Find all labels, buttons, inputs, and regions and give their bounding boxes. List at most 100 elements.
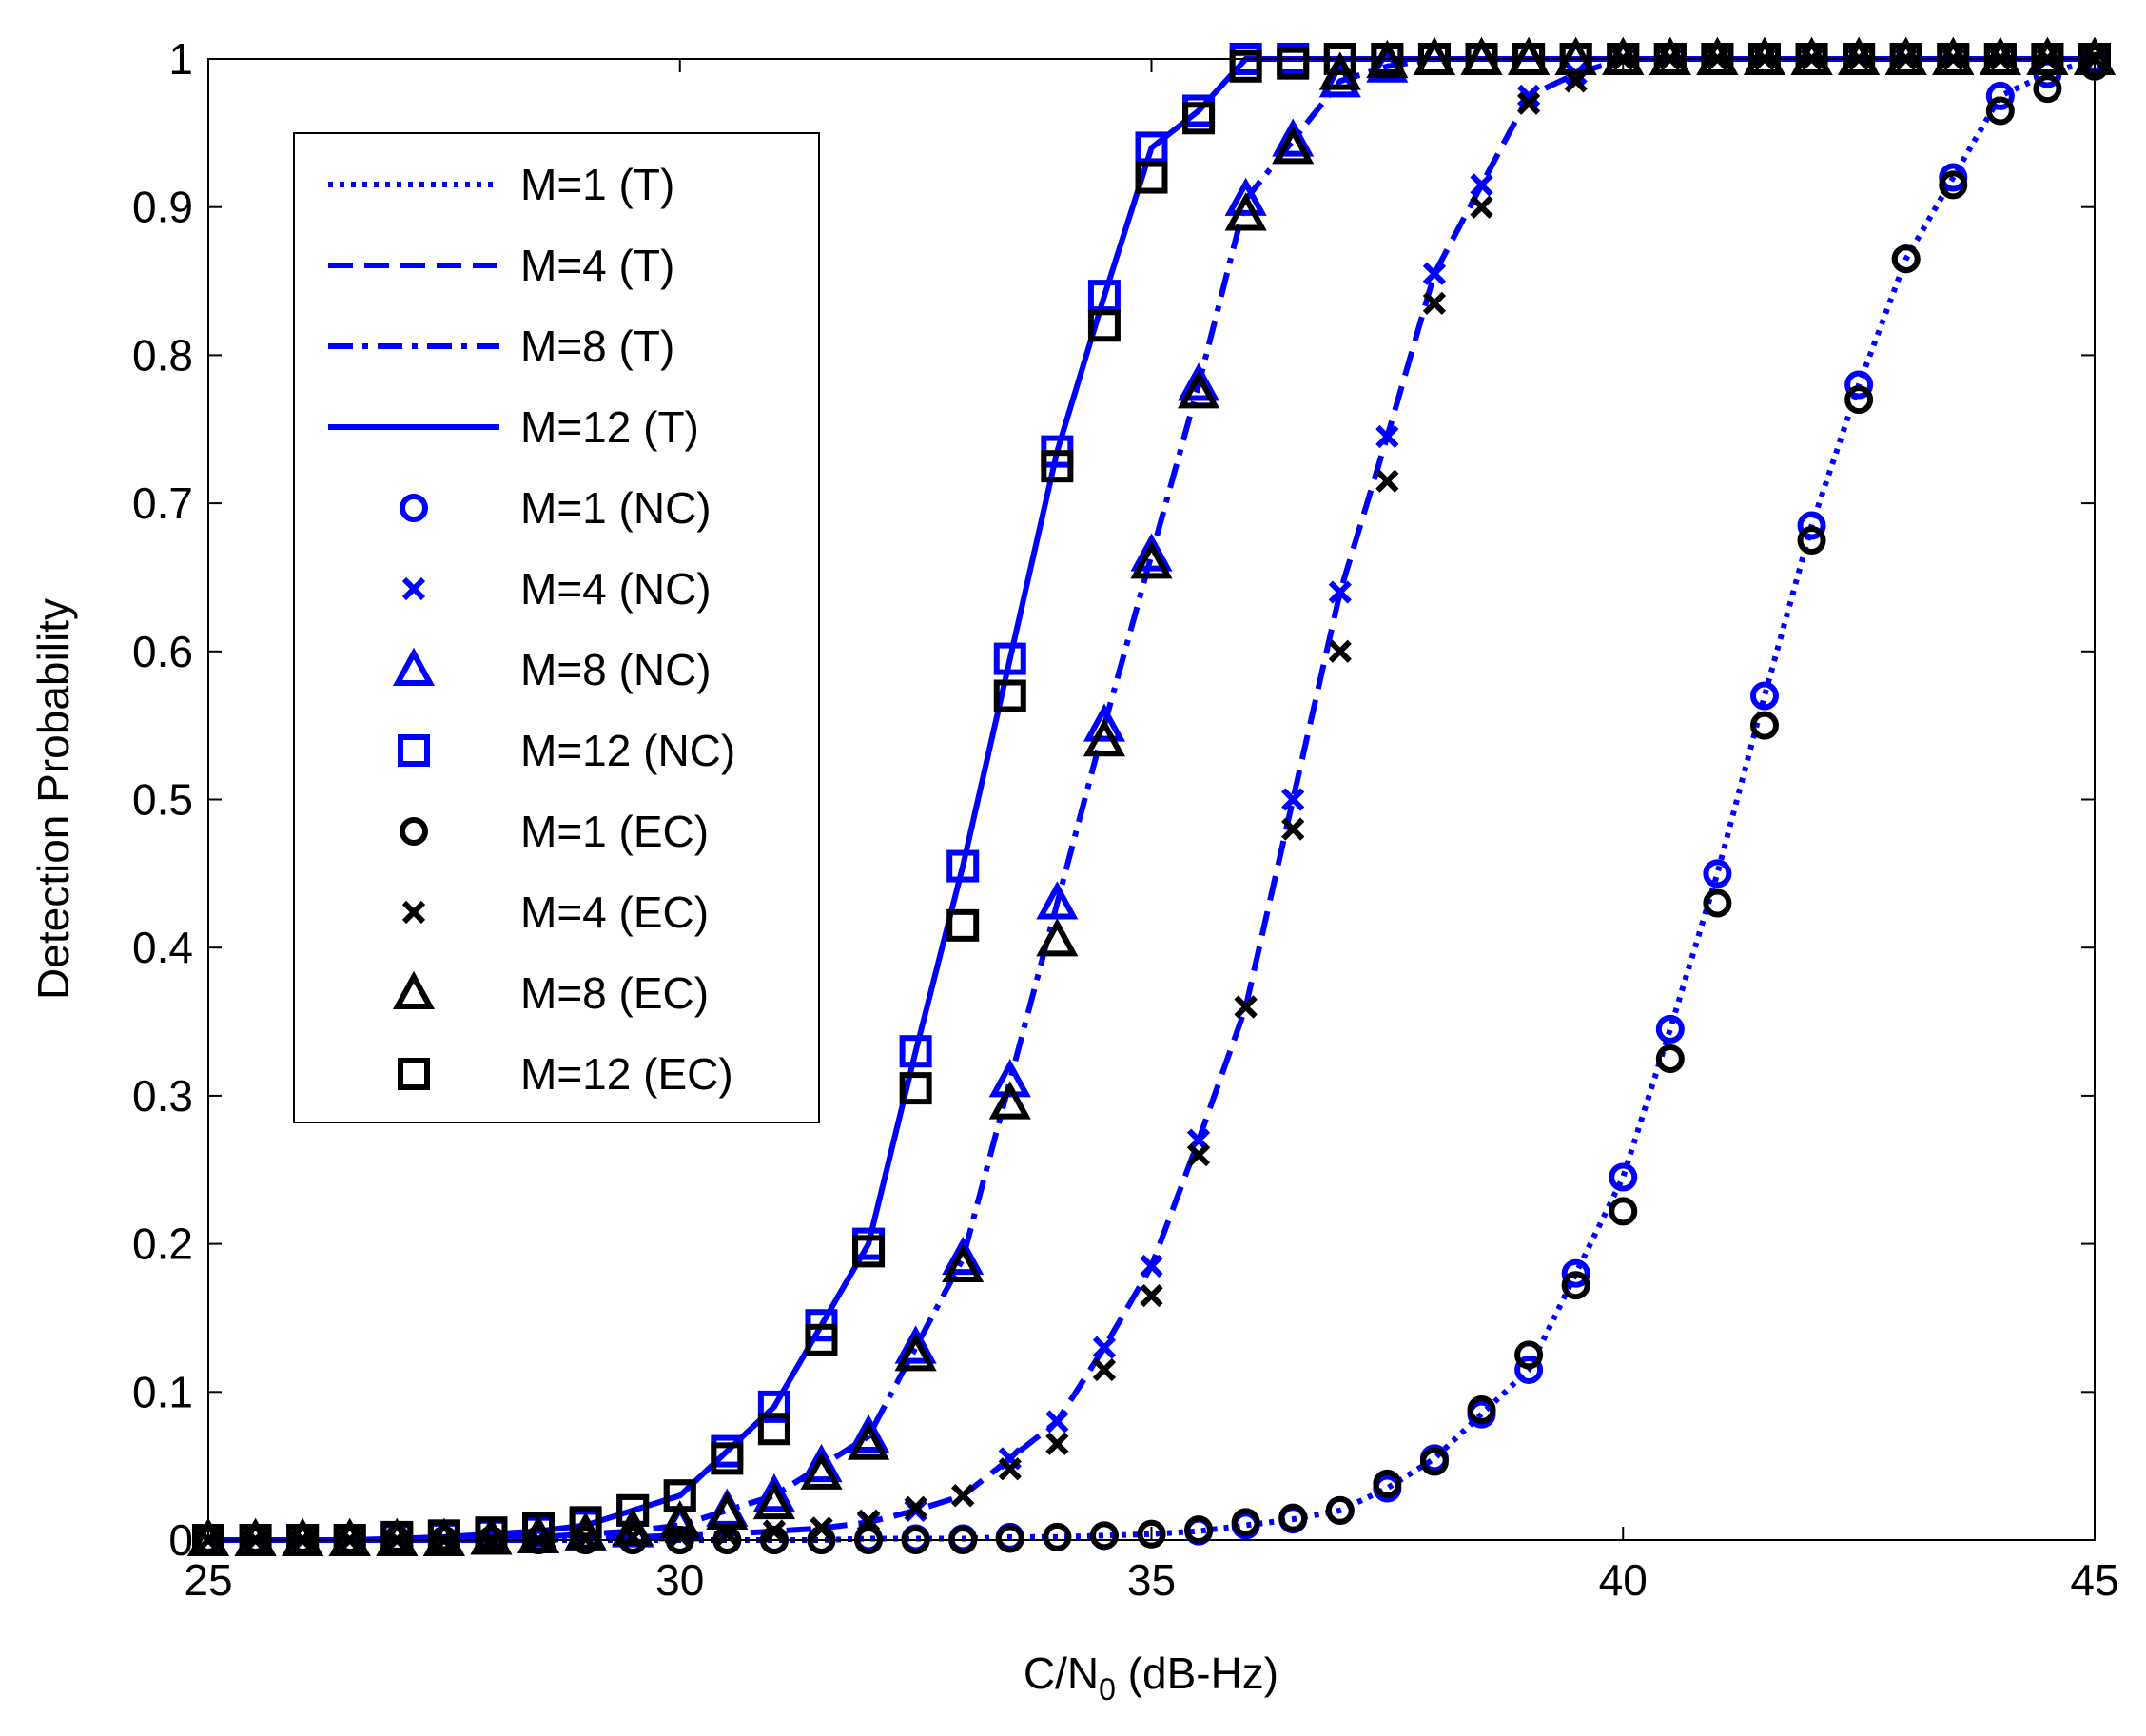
marker-triangle [1272,118,1315,157]
marker-square [899,1035,932,1068]
marker-triangle [612,1507,654,1547]
y-tick-label: 0.2 [132,1219,193,1269]
x-axis-label: C/N0 (dB-Hz) [1024,1648,1278,1707]
marker-circle [1278,1503,1308,1532]
y-tick-label: 0.5 [132,775,193,825]
marker-circle [1137,1519,1166,1549]
marker-x [401,576,426,601]
marker-square [1182,102,1216,135]
marker-x [856,1509,881,1532]
marker-x [1375,469,1399,493]
y-tick-label: 0 [168,1515,193,1565]
marker-triangle [1130,540,1173,579]
marker-circle [1561,1258,1590,1288]
legend-box [293,132,820,1123]
marker-x [401,900,426,925]
marker-triangle [1130,533,1173,572]
marker-x [1186,1143,1211,1167]
marker-circle [1043,1522,1072,1551]
marker-square [569,1506,602,1539]
marker-square [757,1390,790,1423]
marker-square [616,1493,650,1527]
marker-circle [1514,1340,1544,1370]
marker-square [852,1235,886,1268]
x-label-sub: 0 [1099,1672,1116,1707]
marker-x [1045,1410,1069,1434]
marker-circle [1373,1469,1402,1498]
marker-triangle [800,1451,843,1490]
marker-x [762,1519,787,1543]
marker-circle [1985,81,2015,110]
marker-circle [1844,385,1874,415]
marker-circle [1089,1521,1119,1551]
marker-triangle [422,1517,465,1556]
marker-triangle [894,1325,937,1364]
marker-triangle [942,1236,985,1276]
x-tick-label: 30 [655,1555,704,1605]
marker-x [1045,1432,1069,1455]
marker-x [1375,424,1399,449]
legend-label: M=12 (EC) [520,1049,733,1099]
marker-circle [2033,74,2062,104]
marker-x [1422,291,1447,316]
marker-triangle [1366,39,1409,79]
marker-square [993,642,1026,675]
marker-x [1470,173,1493,197]
marker-x [810,1516,833,1540]
marker-circle [1655,1014,1685,1044]
marker-circle [400,494,428,522]
y-tick-label: 0.9 [132,183,193,232]
marker-x [951,1484,975,1508]
marker-x [1516,84,1541,108]
marker-square [475,1516,508,1550]
marker-circle [995,1524,1024,1553]
marker-circle [1703,888,1732,918]
marker-triangle [1224,177,1267,216]
marker-square [1135,131,1168,165]
marker-triangle [847,1421,890,1460]
marker-square [1135,161,1168,194]
marker-square [805,1323,838,1356]
marker-circle [1467,1395,1496,1424]
marker-square [398,1058,430,1090]
x-tick-label: 40 [1599,1555,1648,1605]
series-line [208,56,2096,1543]
marker-triangle [658,1500,701,1539]
legend-label: M=1 (NC) [520,483,712,533]
marker-square [1041,450,1074,483]
x-tick-label: 25 [184,1555,232,1605]
marker-x [904,1495,927,1519]
marker-square [757,1413,790,1446]
legend-label: M=12 (T) [520,402,699,452]
marker-triangle [1036,881,1079,920]
marker-x [1140,1254,1163,1278]
marker-circle [1561,1271,1590,1300]
legend-label: M=1 (EC) [520,807,709,856]
marker-x [1516,91,1541,115]
marker-circle [1655,1044,1685,1073]
marker-triangle [470,1516,513,1555]
marker-triangle [392,647,436,686]
marker-circle [1609,1197,1638,1226]
marker-triangle [706,1491,749,1530]
legend-label: M=8 (T) [520,322,674,371]
marker-triangle [1083,703,1125,742]
x-label-main: C/N [1024,1648,1099,1698]
marker-triangle [847,1414,890,1453]
marker-circle [1419,1447,1449,1476]
y-tick-label: 1 [168,34,193,84]
legend-label: M=8 (EC) [520,968,709,1018]
marker-circle [1749,681,1779,711]
marker-triangle [1178,370,1220,409]
legend-label: M=8 (NC) [520,645,712,694]
marker-square [522,1512,556,1545]
x-tick-label: 35 [1127,1555,1176,1605]
marker-triangle [1224,192,1267,231]
marker-x [998,1457,1022,1481]
marker-square [380,1520,414,1553]
marker-circle [1891,244,1921,274]
marker-square [398,734,430,767]
legend-label: M=4 (T) [520,241,674,290]
marker-circle [1514,1355,1544,1384]
